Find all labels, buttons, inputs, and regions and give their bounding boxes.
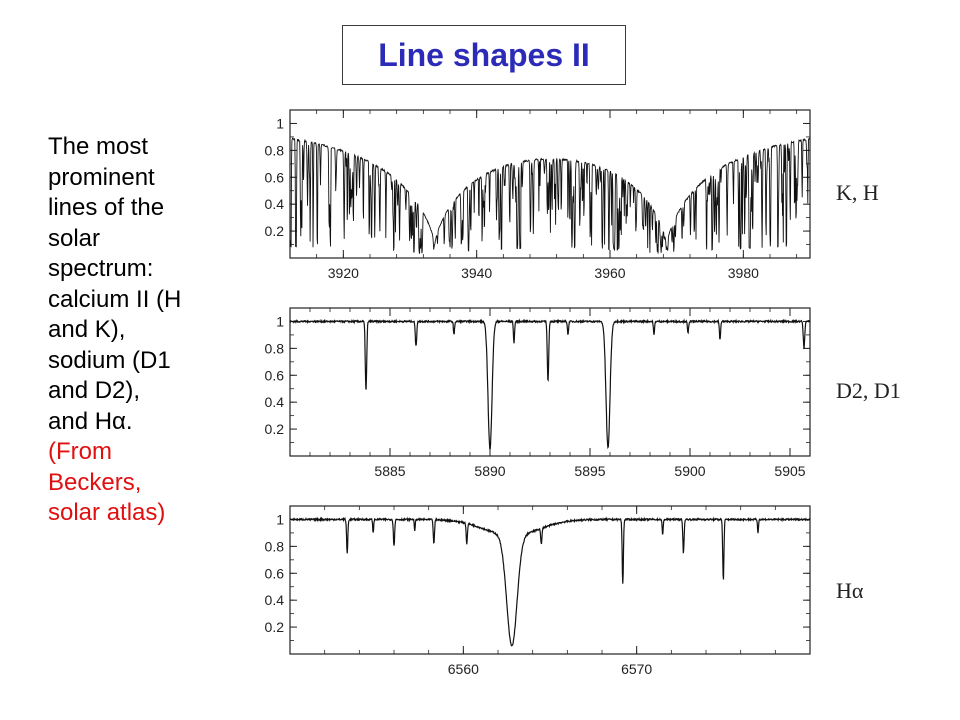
source-line: solar atlas) (48, 499, 166, 526)
slide-title: Line shapes II (378, 36, 590, 73)
caption-line: solar (48, 224, 101, 252)
y-tick-label: 0.2 (265, 223, 285, 239)
y-tick-label: 0.6 (265, 367, 285, 383)
x-tick-label: 5890 (474, 463, 505, 479)
x-tick-label: 3940 (461, 265, 492, 281)
source-line: (From (48, 438, 112, 465)
y-tick-label: 0.8 (265, 142, 285, 158)
caption-line: and K), (48, 316, 126, 343)
spectrum-line (289, 516, 811, 647)
x-tick-label: 5895 (574, 463, 605, 479)
x-tick-label: 5885 (374, 463, 405, 479)
spectrum-panel-na-d: 0.2 0.4 0.6 0.8 1 5885 5890 5895 5900 5905 (265, 307, 811, 479)
x-tick-label: 3920 (328, 265, 359, 281)
plot-frame (289, 505, 811, 655)
slide-title-box: Line shapes II (342, 25, 626, 85)
x-tick-label: 6560 (448, 661, 479, 677)
caption-line: calcium II (H (48, 285, 182, 313)
caption-line: spectrum: (48, 255, 154, 282)
caption-line: and Hα. (48, 407, 133, 435)
panel-annotation-halpha: Hα (836, 578, 864, 603)
caption-line: and D2), (48, 377, 141, 404)
y-tick-label: 0.6 (265, 565, 285, 581)
x-tick-label: 5905 (774, 463, 805, 479)
spectrum-panel-ca-hk: 0.2 0.4 0.6 0.8 1 3920 3940 3960 3980 (265, 109, 811, 281)
y-tick-label: 1 (276, 115, 284, 131)
y-tick-label: 0.8 (265, 538, 285, 554)
caption-line: sodium (D1 (48, 346, 171, 374)
y-tick-label: 1 (276, 313, 284, 329)
y-tick-label: 0.4 (265, 592, 285, 608)
plot-frame (289, 109, 811, 259)
spectrum-panel-halpha: 0.2 0.4 0.6 0.8 1 6560 6570 (265, 505, 811, 677)
y-tick-label: 1 (276, 511, 284, 527)
panel-annotation-ca: K, H (836, 180, 879, 205)
y-tick-label: 0.2 (265, 619, 285, 635)
caption-line: prominent (48, 163, 155, 191)
spectrum-line (289, 318, 811, 450)
y-tick-label: 0.8 (265, 340, 285, 356)
y-tick-label: 0.4 (265, 196, 285, 212)
spectrum-line (289, 137, 811, 255)
x-tick-label: 6570 (621, 661, 652, 677)
caption-line: lines of the (48, 194, 165, 221)
x-tick-label: 5900 (674, 463, 705, 479)
y-tick-label: 0.2 (265, 421, 285, 437)
source-line: Beckers, (48, 468, 142, 496)
slide-caption: The most prominent lines of the solar sp… (48, 132, 238, 529)
caption-line: The most (48, 133, 149, 160)
panel-annotation-na: D2, D1 (836, 378, 901, 403)
x-tick-label: 3960 (594, 265, 625, 281)
y-tick-label: 0.6 (265, 169, 285, 185)
y-tick-label: 0.4 (265, 394, 285, 410)
x-tick-label: 3980 (728, 265, 759, 281)
